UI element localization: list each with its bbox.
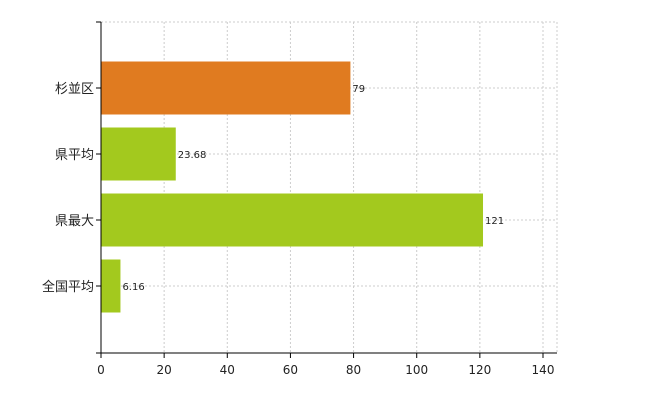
bar-1: [101, 61, 351, 115]
category-label: 全国平均: [42, 279, 94, 295]
bar-layer: [101, 61, 484, 313]
x-tick-label: 20: [157, 363, 172, 377]
x-tick-label: 60: [283, 363, 298, 377]
data-label: 23.68: [178, 150, 207, 161]
x-tick-label: 40: [220, 363, 235, 377]
x-tick-label: 0: [97, 363, 105, 377]
bar-4: [101, 259, 121, 313]
category-label: 杉並区: [55, 82, 94, 97]
category-label: 県平均: [55, 148, 94, 163]
axis-layer: [96, 21, 557, 358]
x-tick-label: 80: [346, 363, 361, 377]
bar-3: [101, 193, 484, 247]
x-tick-label: 120: [468, 363, 491, 377]
x-tick-label: 140: [532, 363, 555, 377]
bar-2: [101, 127, 176, 181]
label-layer: 79 杉並区 23.68 県平均 121 県最大 6.16 全国平均 0 20 40 60 80 100 1…: [42, 82, 554, 377]
data-label: 79: [352, 84, 365, 95]
data-label: 121: [485, 216, 504, 227]
x-tick-label: 100: [405, 363, 428, 377]
category-label: 県最大: [55, 214, 94, 229]
data-label: 6.16: [122, 282, 144, 293]
